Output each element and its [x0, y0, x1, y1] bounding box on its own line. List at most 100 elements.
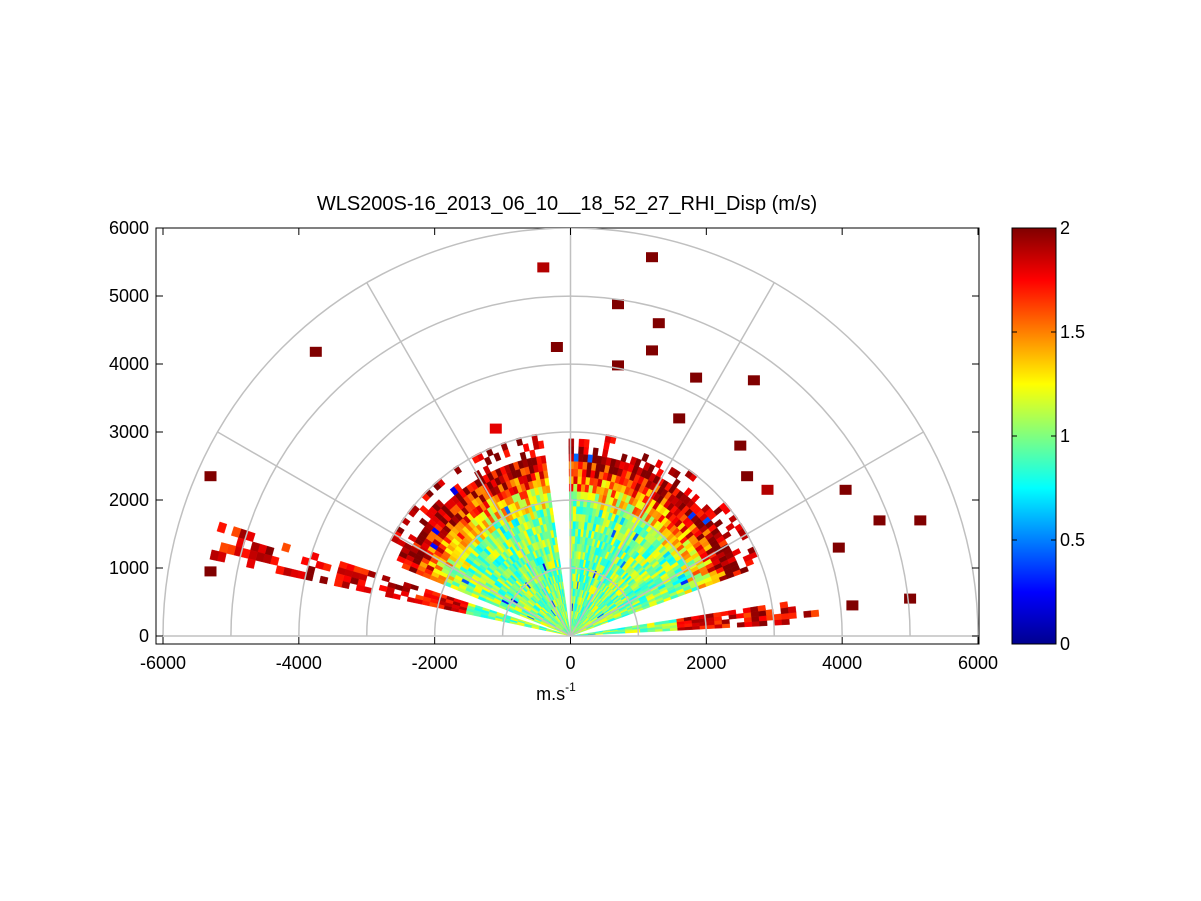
data-cell — [573, 461, 579, 470]
isolated-cell — [652, 318, 665, 329]
x-tick-label: 0 — [565, 653, 575, 673]
colorbar-tick-label: 1.5 — [1060, 322, 1085, 342]
data-cell — [571, 535, 576, 544]
data-cell — [246, 558, 256, 569]
data-cell — [281, 542, 292, 553]
x-tick-label: -2000 — [412, 653, 458, 673]
y-tick-label: 2000 — [109, 490, 149, 510]
isolated-cell — [489, 423, 502, 434]
data-cell — [577, 468, 583, 477]
data-cell — [781, 618, 790, 626]
data-cell — [572, 513, 577, 522]
data-cell — [713, 518, 724, 528]
isolated-cell — [734, 440, 747, 451]
isolated-cell — [537, 262, 550, 273]
data-cell — [736, 622, 746, 628]
colorbar-tick-label: 2 — [1060, 218, 1070, 238]
data-cell — [803, 610, 812, 618]
data-cell — [731, 548, 742, 557]
colorbar-ticks: 0 0.5 1 1.5 2 — [1012, 218, 1085, 654]
data-cell — [580, 483, 586, 493]
polar-grid — [162, 228, 979, 637]
data-cell — [333, 579, 343, 588]
isolated-cell — [904, 593, 917, 604]
data-cell — [788, 612, 797, 620]
x-axis-label-base: m.s — [536, 684, 565, 704]
isolated-cell — [761, 484, 774, 495]
data-cell — [743, 616, 753, 623]
data-cell — [751, 620, 760, 627]
data-cell — [721, 623, 731, 629]
data-cell — [568, 446, 575, 454]
data-cell — [209, 549, 220, 562]
data-cell — [418, 517, 429, 527]
polar-spoke — [366, 282, 572, 637]
isolated-cell — [309, 346, 322, 357]
data-cell — [571, 543, 575, 552]
x-axis-label: m.s-1 — [536, 680, 576, 704]
data-cell — [774, 619, 783, 626]
x-axis-label-exponent: -1 — [565, 680, 576, 694]
data-cell — [641, 452, 650, 463]
data-cell — [727, 609, 737, 616]
data-cell — [586, 454, 593, 463]
data-cell — [582, 446, 589, 455]
data-cell — [583, 439, 590, 448]
isolated-cell — [204, 471, 217, 482]
isolated-cell — [612, 299, 624, 310]
isolated-cell — [846, 600, 859, 611]
isolated-cell — [550, 342, 563, 352]
isolated-cell — [690, 372, 703, 383]
colorbar-tick-label: 0 — [1060, 634, 1070, 654]
colorbar-tick-label: 0.5 — [1060, 530, 1085, 550]
data-cell — [780, 612, 790, 620]
data-cell — [576, 483, 582, 492]
data-cell — [721, 619, 730, 625]
isolated-cell — [914, 515, 927, 526]
data-cell — [577, 461, 583, 470]
data-cell — [381, 574, 391, 583]
x-tick-label: -6000 — [140, 653, 186, 673]
y-tick-label: 3000 — [109, 422, 149, 442]
data-cell — [810, 609, 820, 618]
data-cell — [407, 533, 418, 543]
data-cell — [592, 447, 599, 457]
data-cell — [573, 468, 579, 477]
isolated-cell — [673, 413, 686, 424]
data-cell — [572, 475, 578, 485]
isolated-cell — [747, 375, 760, 386]
data-cell — [690, 493, 700, 503]
y-tick-label: 0 — [139, 626, 149, 646]
isolated-cell — [646, 252, 658, 263]
data-cell — [582, 453, 589, 463]
data-cell — [629, 456, 638, 466]
data-cell — [667, 466, 677, 477]
data-cell — [576, 476, 582, 485]
x-tick-label: -4000 — [276, 653, 322, 673]
isolated-cell — [839, 484, 852, 495]
y-tick-label: 5000 — [109, 286, 149, 306]
data-cell — [683, 487, 693, 497]
data-cell — [482, 465, 491, 475]
data-cell — [757, 604, 767, 612]
data-cell — [571, 565, 574, 574]
data-cell — [577, 453, 584, 462]
data-cell — [586, 461, 593, 471]
data-cell — [578, 446, 584, 455]
isolated-cell — [832, 542, 845, 553]
data-cell — [735, 612, 745, 619]
colorbar-tick-label: 1 — [1060, 426, 1070, 446]
data-cell — [572, 490, 578, 500]
polar-spoke — [570, 431, 924, 637]
x-tick-label: 4000 — [822, 653, 862, 673]
plot-area — [155, 227, 980, 645]
isolated-cell — [646, 345, 658, 356]
data-cell — [378, 584, 388, 592]
chart-title: WLS200S-16_2013_06_10__18_52_27_RHI_Disp… — [317, 193, 817, 215]
data-cell — [572, 520, 576, 529]
data-cell — [773, 613, 782, 621]
data-cell — [571, 550, 575, 559]
data-cell — [574, 520, 579, 530]
data-cell — [744, 621, 753, 628]
